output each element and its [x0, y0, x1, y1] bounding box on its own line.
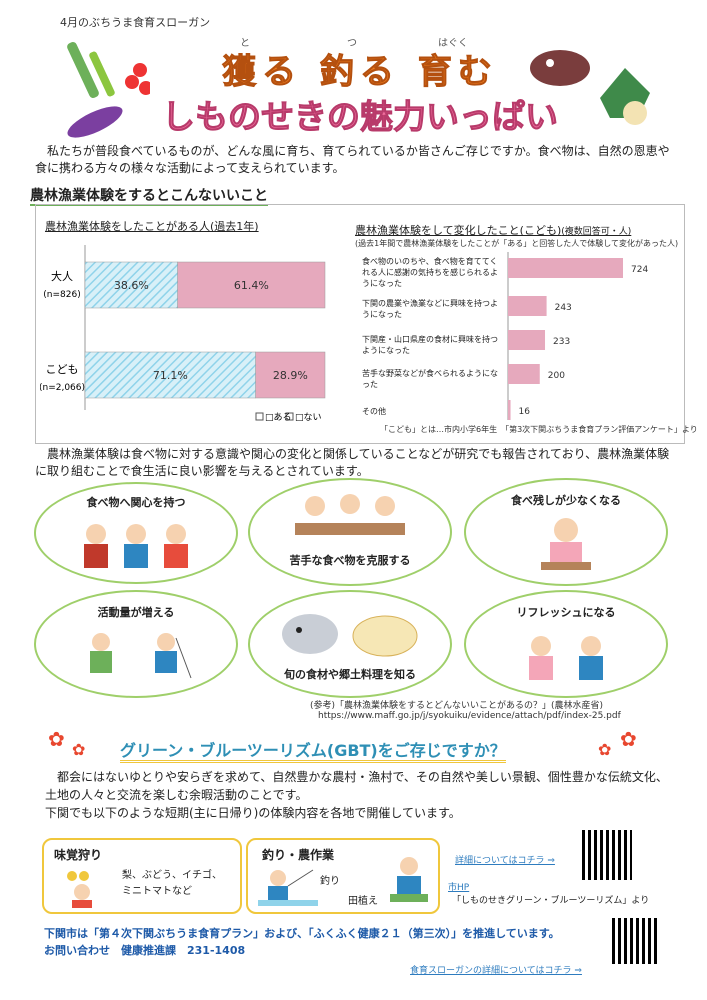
footer-plan-text: 下関市は「第４次下関ぶちうま食育プラン」および、「ふくふく健康２１（第三次）」を… — [44, 927, 560, 940]
bar-ない-1 — [255, 351, 326, 399]
card-fruit-picking: 味覚狩り 梨、ぶどう、イチゴ、 ミニトマトなど — [42, 838, 242, 914]
benefit-oval-2: 苦手な食べ物を克服する — [248, 478, 452, 586]
people-eating-icon — [84, 524, 188, 568]
bar-change-value-2: 233 — [553, 337, 570, 347]
bar-label-ない-1: 28.9% — [273, 369, 308, 382]
cat-label-3: 苦手な野菜などが食べられるようになった — [362, 369, 498, 389]
vegetables-illustration-icon — [67, 42, 150, 138]
grape-picking-icon — [67, 871, 92, 908]
reference-line1: (参考)「農林漁業体験をするとどんないいことがあるの？」(農林水産省) — [310, 701, 604, 711]
cat-label-4: その他 — [362, 407, 386, 416]
intro-text: 私たちが普段食べているものが、どんな風に育ち、育てられているか皆さんご存じですか… — [35, 144, 670, 175]
chart-left-title: 農林漁業体験をしたことがある人(過去1年) — [45, 220, 259, 233]
cat-child-label: こども — [46, 363, 79, 376]
cheering-kids-icon — [529, 636, 603, 680]
gbt-details-link[interactable]: 詳細についてはコチラ ⇒ — [455, 856, 555, 866]
flower-icon-right: ✿ — [620, 727, 637, 751]
flower-icon-right-small: ✿ — [598, 740, 612, 759]
bar-change-3 — [508, 364, 540, 384]
chart-right: 724 243 233 200 16 — [507, 252, 648, 420]
pufferfish-dish-icon — [282, 614, 418, 657]
footer-contact: お問い合わせ 健康推進課 231-1408 — [44, 944, 246, 957]
bar-ある-1 — [84, 351, 256, 399]
chart-right-title: 農林漁業体験をして変化したこと(こども)(複数回答可・人) — [355, 224, 632, 237]
bar-change-value-3: 200 — [548, 371, 565, 381]
benefit-label-4: 活動量が増える — [97, 606, 175, 619]
benefit-label-2: 苦手な食べ物を克服する — [289, 554, 411, 567]
card-fruit-title: 味覚狩り — [54, 848, 103, 862]
gbt-title: グリーン・ブルーツーリズム(GBT)をご存じですか？ — [120, 737, 506, 763]
city-hp-text: 「しものせきグリーン・ブルーツーリズム」より — [452, 896, 650, 906]
bar-change-value-0: 724 — [631, 265, 648, 275]
benefit-label-6: リフレッシュになる — [516, 606, 616, 619]
farming-kids-icon — [90, 633, 192, 679]
ruby-to: と — [240, 38, 250, 49]
cat-child-n: (n=2,066) — [40, 383, 85, 393]
benefit-oval-4: 活動量が増える — [34, 590, 238, 698]
benefit-oval-3: 食べ残しが少なくなる — [464, 478, 668, 586]
bar-change-0 — [508, 258, 623, 278]
qr-code-slogan-icon[interactable] — [612, 918, 658, 964]
legend-swatch-ある — [255, 412, 264, 421]
cat-adult-label: 大人 — [51, 269, 73, 283]
card-fishing-label: 釣り — [320, 876, 340, 887]
bar-change-4 — [508, 400, 511, 420]
legend-aru: □ある — [265, 412, 292, 423]
flower-icon-left-small: ✿ — [72, 740, 86, 759]
paragraph-2: 農林漁業体験は食べ物に対する意識や関心の変化と関係していることなどが研究でも報告… — [35, 447, 670, 478]
chart-left: 38.6% 61.4% 71.1% 28.9% 大人 (n=826) こども (n=2… — [40, 245, 326, 423]
benefit-label-1: 食べ物へ関心を持つ — [86, 496, 186, 509]
cat-label-2: 下関産・山口県産の食材に興味を持つようになった — [362, 335, 498, 355]
card-fishing-farming: 釣り・農作業 釣り 田植え — [246, 838, 440, 914]
fishing-icon — [258, 869, 318, 906]
bar-change-value-4: 16 — [519, 407, 531, 417]
chart-right-note: (過去1年間で農林漁業体験をしたことが「ある」と回答した人で体験して変化があった… — [355, 239, 679, 248]
benefit-oval-5: 旬の食材や郷土料理を知る — [248, 590, 452, 698]
city-hp-link[interactable]: 市HP — [448, 883, 470, 893]
ruby-haguku: はぐく — [438, 38, 468, 49]
ruby-tsu: つ — [347, 38, 357, 49]
rice-planting-icon — [390, 857, 428, 902]
legend-nai: □ない — [295, 412, 322, 423]
bar-change-2 — [508, 330, 546, 350]
slogan-details-link[interactable]: 食育スローガンの詳細についてはコチラ ⇒ — [410, 966, 582, 976]
reference-url[interactable]: https://www.maff.go.jp/j/syokuiku/eviden… — [318, 711, 621, 721]
cat-adult-n: (n=826) — [43, 290, 80, 300]
family-dinner-icon — [295, 494, 405, 535]
fish-illustration-icon — [530, 50, 650, 125]
flower-icon-left: ✿ — [48, 727, 65, 751]
title-line1: 獲る 釣る 育む — [222, 52, 498, 93]
paragraph-3: 都会にはないゆとりや安らぎを求めて、自然豊かな農村・漁村で、その自然や美しい景観… — [45, 770, 668, 820]
card-fruit-text: 梨、ぶどう、イチゴ、 ミニトマトなど — [122, 870, 222, 897]
title-line2: しものせきの魅力いっぱい — [162, 97, 559, 137]
chart-frame — [35, 204, 685, 444]
card-planting-label: 田植え — [348, 896, 378, 907]
section1-title: 農林漁業体験をするとこんないいこと — [30, 188, 268, 206]
chart-source: 「こども」とは…市内小学6年生 「第3次下関ぶちうま食育プラン評価アンケート」よ… — [380, 425, 698, 434]
cat-label-1: 下関の農業や漁業などに興味を持つようになった — [362, 299, 498, 319]
bar-ない-0 — [177, 261, 326, 309]
cat-label-0: 食べ物のいのちや、食べ物を育ててくれる人に感謝の気持ちを感じられるようになった — [362, 257, 498, 288]
legend-swatch-ない — [285, 412, 294, 421]
bar-label-ある-0: 38.6% — [114, 279, 149, 292]
bar-ある-0 — [84, 261, 178, 309]
card-fishing-title: 釣り・農作業 — [262, 848, 335, 862]
bar-change-1 — [508, 296, 547, 316]
bar-label-ある-1: 71.1% — [153, 369, 188, 382]
bar-label-ない-0: 61.4% — [234, 279, 269, 292]
benefit-label-3: 食べ残しが少なくなる — [511, 494, 621, 507]
slogan-subtitle: 4月のぶちうま食育スローガン — [60, 16, 211, 29]
qr-code-gbt-icon[interactable] — [582, 830, 632, 880]
benefit-oval-6: リフレッシュになる — [464, 590, 668, 698]
girl-eating-icon — [541, 518, 591, 570]
benefit-oval-1: 食べ物へ関心を持つ — [34, 482, 238, 584]
benefit-label-5: 旬の食材や郷土料理を知る — [284, 668, 416, 681]
bar-change-value-1: 243 — [555, 303, 572, 313]
